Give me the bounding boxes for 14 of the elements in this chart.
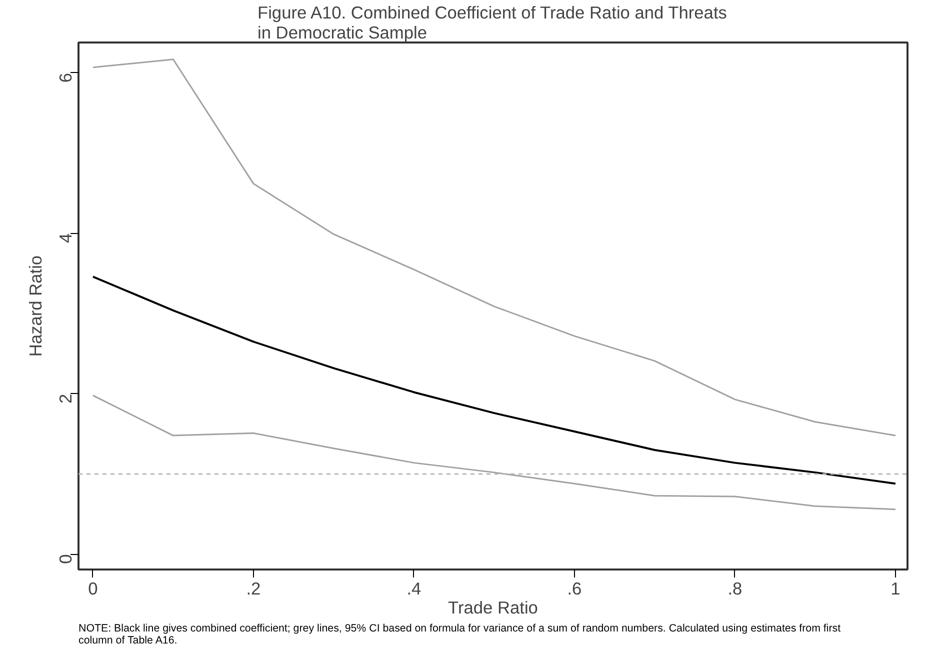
y-tick-label: 0 — [56, 554, 76, 564]
x-axis-title: Trade Ratio — [448, 598, 538, 618]
x-tick-label: 0 — [88, 578, 98, 598]
text: NOTE: Black line gives combined coefficient; grey lines, 95% CI based on formula for variance of a sum of random numbers. Calculated using estimates from first column of Table A16. — [78, 622, 841, 646]
y-tick-label: 6 — [56, 72, 76, 83]
x-tick-label: .8 — [728, 578, 742, 598]
y-axis-title: Hazard Ratio — [26, 255, 46, 357]
x-tick-label: .4 — [406, 578, 422, 598]
y-tick-label: 2 — [56, 394, 76, 404]
y-tick-label: 4 — [56, 233, 76, 244]
x-tick-label: 1 — [890, 578, 900, 598]
x-tick-label: .6 — [567, 578, 582, 598]
chart-title: Figure A10. Combined Coefficient of Trade Ratio and Threats in Democratic Sample — [258, 2, 728, 42]
x-tick-label: .2 — [246, 578, 261, 598]
